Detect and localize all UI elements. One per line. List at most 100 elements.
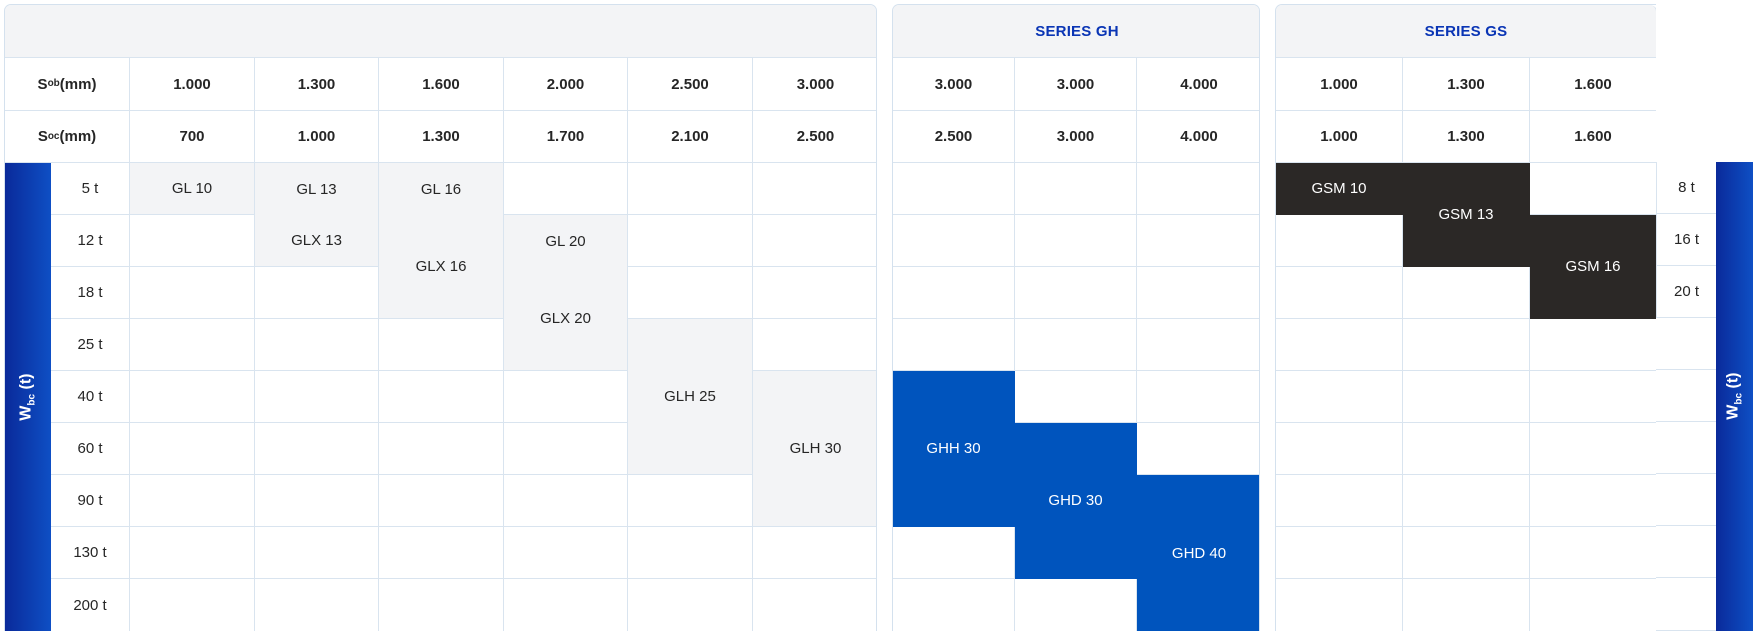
weight-label: 25 t: [51, 319, 130, 371]
grid-cell: [379, 579, 504, 631]
grid-cell: [1276, 475, 1403, 527]
grid-cell: [1276, 527, 1403, 579]
grid-cell: [130, 527, 255, 579]
grid-cell: [1015, 371, 1137, 423]
grid-cell: [753, 319, 876, 371]
gs-soc-cell: 1.000: [1276, 111, 1403, 163]
grid-cell: [1276, 319, 1403, 371]
gl-sob-cell: 1.000: [130, 58, 255, 111]
grid-cell: [893, 579, 1015, 631]
grid-cell: [1137, 267, 1259, 319]
grid-cell: [628, 163, 753, 215]
gl-sob-cell: 3.000: [753, 58, 876, 111]
gh-sob-cell: 3.000: [1015, 58, 1137, 111]
grid-cell: [1276, 267, 1403, 319]
grid-cell: [1530, 527, 1656, 579]
gs-sob-cell: 1.600: [1530, 58, 1656, 111]
model-ghh30[interactable]: GHH 30: [893, 371, 1015, 527]
grid-cell: [1403, 371, 1530, 423]
grid-cell: [893, 527, 1015, 579]
grid-cell: [1656, 474, 1716, 526]
series-gh-table: SERIES GH 3.000 3.000 4.000 2.500 3.000 …: [892, 4, 1260, 631]
gl-soc-cell: 700: [130, 111, 255, 163]
grid-cell: [255, 475, 379, 527]
grid-cell: [1403, 579, 1530, 631]
grid-cell: [628, 527, 753, 579]
model-ghd30[interactable]: GHD 30: [1015, 423, 1137, 579]
gs-weight-column: 8 t 16 t 20 t Wbc (t): [1656, 4, 1753, 631]
grid-cell: [130, 423, 255, 475]
model-gl20[interactable]: GL 20: [504, 215, 628, 267]
grid-cell: [1276, 423, 1403, 475]
grid-cell: [379, 371, 504, 423]
grid-cell: [504, 579, 628, 631]
grid-cell: [130, 579, 255, 631]
model-gl16[interactable]: GL 16: [379, 163, 504, 215]
model-glx20[interactable]: GLX 20: [504, 267, 628, 371]
grid-cell: [504, 371, 628, 423]
grid-cell: [1656, 578, 1716, 631]
model-glh25[interactable]: GLH 25: [628, 319, 753, 475]
grid-cell: [1656, 318, 1716, 370]
gl-sob-cell: 2.000: [504, 58, 628, 111]
gs-soc-cell: 1.300: [1403, 111, 1530, 163]
grid-cell: [255, 267, 379, 319]
grid-cell: [1403, 267, 1530, 319]
grid-cell: [130, 267, 255, 319]
grid-cell: [893, 267, 1015, 319]
gs-weight-label: 8 t: [1656, 162, 1716, 214]
gh-soc-cell: 3.000: [1015, 111, 1137, 163]
gl-soc-cell: 1.300: [379, 111, 504, 163]
model-glx16[interactable]: GLX 16: [379, 215, 504, 319]
grid-cell: [1276, 215, 1403, 267]
model-gsm16[interactable]: GSM 16: [1530, 215, 1656, 319]
weight-label: 18 t: [51, 267, 130, 319]
model-gsm13[interactable]: GSM 13: [1403, 163, 1530, 267]
grid-cell: [255, 319, 379, 371]
gs-soc-cell: 1.600: [1530, 111, 1656, 163]
grid-cell: [1015, 579, 1137, 631]
grid-cell: [1656, 526, 1716, 578]
grid-cell: [628, 267, 753, 319]
model-gsm10[interactable]: GSM 10: [1276, 163, 1403, 215]
grid-cell: [1656, 370, 1716, 422]
gh-sob-cell: 3.000: [893, 58, 1015, 111]
grid-cell: [1403, 475, 1530, 527]
weight-label: 200 t: [51, 579, 130, 631]
gl-soc-cell: 2.100: [628, 111, 753, 163]
grid-cell: [753, 267, 876, 319]
model-glh30[interactable]: GLH 30: [753, 371, 876, 527]
grid-cell: [379, 319, 504, 371]
grid-cell: [1403, 527, 1530, 579]
grid-cell: [255, 579, 379, 631]
grid-cell: [1276, 579, 1403, 631]
grid-cell: [893, 319, 1015, 371]
series-gh-header: SERIES GH: [893, 5, 1259, 58]
grid-cell: [628, 215, 753, 267]
grid-cell: [504, 527, 628, 579]
model-glx13[interactable]: GLX 13: [255, 215, 379, 267]
grid-cell: [255, 423, 379, 475]
gs-sob-cell: 1.000: [1276, 58, 1403, 111]
grid-cell: [379, 527, 504, 579]
model-gl10[interactable]: GL 10: [130, 163, 255, 215]
grid-cell: [1137, 371, 1259, 423]
grid-cell: [504, 423, 628, 475]
grid-cell: [753, 527, 876, 579]
grid-cell: [753, 163, 876, 215]
gl-soc-cell: 1.700: [504, 111, 628, 163]
wbc-axis-bar-left: Wbc (t): [5, 163, 51, 631]
grid-cell: [1276, 371, 1403, 423]
model-ghd40[interactable]: GHD 40: [1137, 475, 1259, 631]
series-gl-header: [5, 5, 876, 58]
grid-cell: [1530, 371, 1656, 423]
grid-cell: [130, 319, 255, 371]
gl-soc-cell: 1.000: [255, 111, 379, 163]
grid-cell: [1015, 215, 1137, 267]
model-gl13[interactable]: GL 13: [255, 163, 379, 215]
wbc-axis-label-right: Wbc (t): [1724, 372, 1745, 421]
grid-cell: [1656, 422, 1716, 474]
